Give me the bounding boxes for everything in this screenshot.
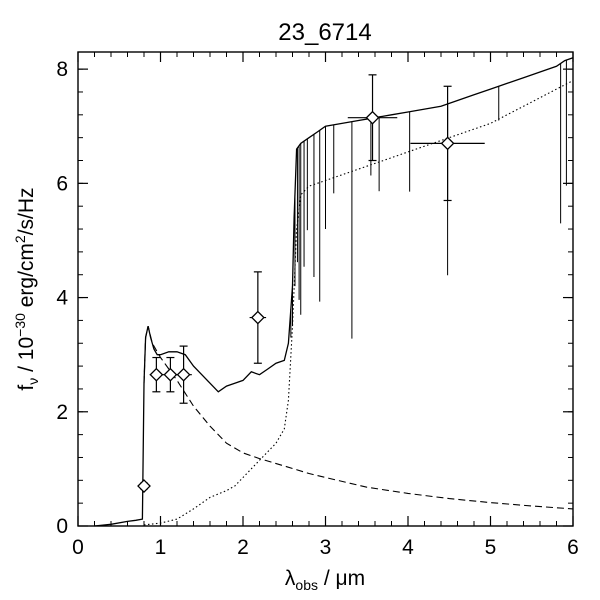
x-tick-label: 0 xyxy=(72,536,84,559)
y-tick-label: 4 xyxy=(56,287,68,310)
series-solid-line xyxy=(94,57,574,527)
diamond-marker xyxy=(440,136,455,151)
diamond-marker xyxy=(137,479,151,493)
photometry-point xyxy=(149,356,164,393)
x-tick-label: 6 xyxy=(567,536,579,559)
y-tick-label: 8 xyxy=(56,58,68,81)
x-tick-label: 4 xyxy=(402,536,414,559)
photometry-point xyxy=(410,85,485,202)
x-tick-label: 3 xyxy=(320,536,332,559)
photometry-point xyxy=(175,345,192,404)
y-tick-label: 0 xyxy=(56,515,68,538)
x-axis-label: λobs / μm xyxy=(285,567,365,593)
x-tick-label: 2 xyxy=(237,536,249,559)
chart-title: 23_6714 xyxy=(278,19,371,46)
diamond-marker xyxy=(365,110,380,125)
absorption-lines-layer xyxy=(290,59,567,339)
x-tick-label: 1 xyxy=(155,536,167,559)
diamond-marker xyxy=(176,367,191,382)
ticks-layer: 0 1 2 3 4 5 6 0 2 4 6 8 xyxy=(56,52,579,559)
y-axis-label: fν / 10−30 erg/cm2/s/Hz xyxy=(12,187,41,390)
y-tick-label: 6 xyxy=(56,172,68,195)
photometry-layer xyxy=(137,74,485,493)
y-tick-label: 2 xyxy=(56,401,68,424)
diamond-marker xyxy=(149,367,164,382)
x-tick-label: 5 xyxy=(485,536,497,559)
photometry-point xyxy=(137,479,151,493)
photometry-point xyxy=(249,271,267,364)
series-dashed-line xyxy=(143,325,574,510)
diamond-marker xyxy=(250,310,265,325)
series-dotted-line xyxy=(143,80,574,526)
series-layer xyxy=(94,57,574,527)
diamond-marker xyxy=(163,367,178,382)
photometry-point xyxy=(347,74,398,162)
plot-frame xyxy=(77,51,574,527)
photometry-point xyxy=(162,356,179,393)
